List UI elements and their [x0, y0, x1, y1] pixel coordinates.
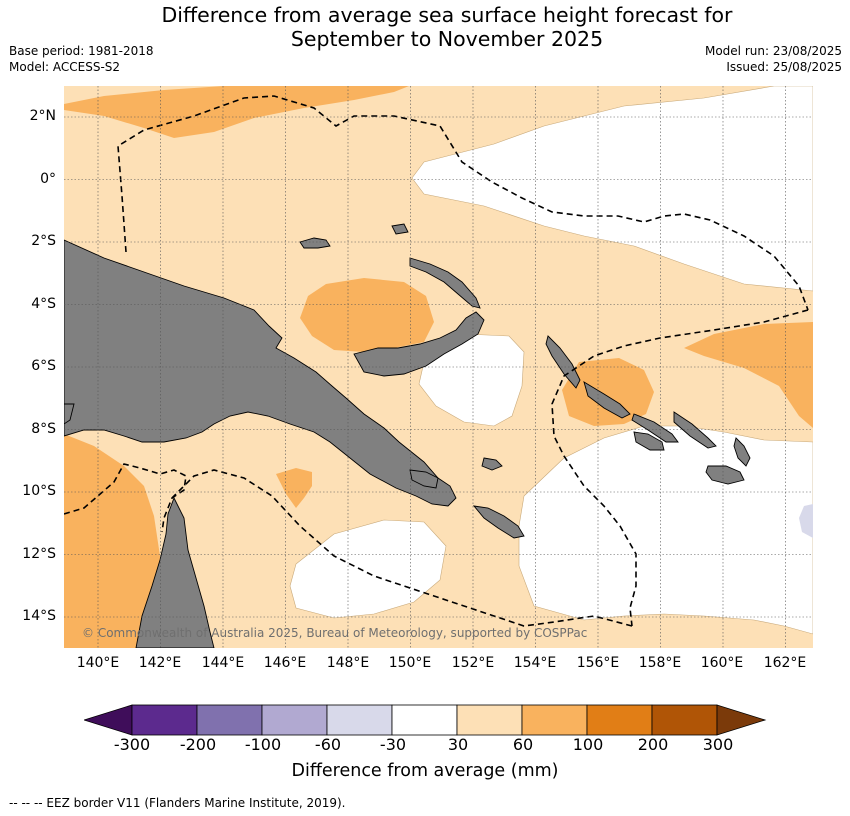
lon-label: 146°E [263, 655, 307, 671]
lon-label: 158°E [638, 655, 682, 671]
anomaly-negative-patch [799, 504, 813, 538]
colorbar-bin [456, 704, 523, 736]
colorbar-bin [196, 704, 263, 736]
colorbar-bin [651, 704, 718, 736]
lon-label: 152°E [451, 655, 495, 671]
colorbar-bin [131, 704, 198, 736]
colorbar-title: Difference from average (mm) [0, 761, 850, 781]
colorbar [84, 704, 767, 736]
lon-label: 144°E [201, 655, 245, 671]
land-vanuatu-north [733, 437, 751, 467]
lon-label: 142°E [138, 655, 182, 671]
colorbar-tick-label: 300 [702, 735, 734, 754]
land-new-ireland [409, 257, 481, 309]
land-malaita [673, 411, 717, 449]
lon-label: 150°E [388, 655, 432, 671]
colorbar-tick-label: 30 [447, 735, 469, 754]
eez-footnote: -- -- -- EEZ border V11 (Flanders Marine… [9, 796, 346, 810]
colorbar-tick-label: -200 [179, 735, 217, 754]
issued-text: Issued: 25/08/2025 [726, 60, 842, 74]
lat-label: 2°N [29, 108, 56, 124]
copyright-notice: © Commonwealth of Australia 2025, Bureau… [82, 626, 588, 640]
eez-borders [64, 95, 809, 627]
lon-label: 160°E [700, 655, 744, 671]
colorbar-tick-label: 200 [637, 735, 669, 754]
lat-label: 0° [40, 171, 56, 187]
sea-level-map [64, 86, 813, 648]
lat-label: 12°S [22, 546, 56, 562]
colorbar-tick-label: -300 [113, 735, 151, 754]
colorbar-bin [391, 704, 458, 736]
lat-label: 2°S [31, 233, 56, 249]
anomaly-band-60-100-bismarck [300, 278, 434, 352]
anomaly-neutral-southwest [289, 519, 447, 619]
land-choiseul [583, 381, 631, 419]
land-new-guinea [64, 239, 457, 507]
colorbar-bin [326, 704, 393, 736]
land-masses [64, 223, 751, 648]
land-manus [299, 237, 331, 249]
anomaly-band-60-100-coral [276, 468, 312, 508]
metadata-right: Model run: 23/08/2025 Issued: 25/08/2025 [705, 43, 842, 75]
lon-label: 148°E [326, 655, 370, 671]
land-new-britain [353, 311, 485, 377]
colorbar-title-text: Difference from average (mm) [291, 761, 559, 781]
model-text: Model: ACCESS-S2 [9, 60, 121, 74]
anomaly-band-60-100-solomon [562, 358, 654, 426]
title-line-2: September to November 2025 [290, 27, 604, 51]
land-louisiade [472, 505, 525, 539]
land-d-entrecasteaux [409, 469, 439, 489]
land-west-papua-tip [64, 403, 75, 425]
lon-label: 154°E [513, 655, 557, 671]
colorbar-bin [586, 704, 653, 736]
lon-label: 162°E [763, 655, 807, 671]
colorbar-extension-high [716, 704, 767, 736]
anomaly-band-60-100-gulf [64, 434, 168, 648]
land-santa-isabel [631, 413, 679, 443]
land-bougainville [545, 335, 581, 389]
colorbar-bin [261, 704, 328, 736]
land-woodlark [481, 457, 503, 471]
colorbar-tick-label: -60 [314, 735, 342, 754]
eez-png-south [171, 469, 633, 627]
colorbar-extension-low [84, 704, 133, 736]
land-vanuatu-central [705, 465, 745, 485]
lat-label: 14°S [22, 608, 56, 624]
lon-label: 156°E [576, 655, 620, 671]
map-title: Difference from average sea surface heig… [0, 3, 850, 51]
eez-australia-north [64, 463, 187, 533]
land-new-hanover [391, 223, 409, 235]
colorbar-tick-label: 60 [512, 735, 534, 754]
lon-label: 140°E [76, 655, 120, 671]
eez-png-north [117, 95, 809, 311]
anomaly-band-60-100-north [64, 86, 409, 138]
lat-label: 8°S [31, 421, 56, 437]
eez-png-east [551, 309, 809, 627]
title-line-1: Difference from average sea surface heig… [161, 3, 733, 27]
colorbar-tick-label: -30 [379, 735, 407, 754]
colorbar-tick-label: -100 [244, 735, 282, 754]
anomaly-neutral-north [411, 86, 813, 292]
metadata-left: Base period: 1981-2018 Model: ACCESS-S2 [9, 43, 154, 75]
graticule [64, 86, 813, 648]
land-guadalcanal [633, 431, 665, 451]
colorbar-bin [521, 704, 588, 736]
anomaly-band-60-100-east [684, 322, 813, 428]
base-period-text: Base period: 1981-2018 [9, 44, 154, 58]
lat-label: 6°S [31, 358, 56, 374]
lat-label: 10°S [22, 483, 56, 499]
model-run-text: Model run: 23/08/2025 [704, 44, 842, 58]
lat-label: 4°S [31, 296, 56, 312]
land-cape-york [135, 496, 215, 648]
colorbar-tick-label: 100 [572, 735, 604, 754]
